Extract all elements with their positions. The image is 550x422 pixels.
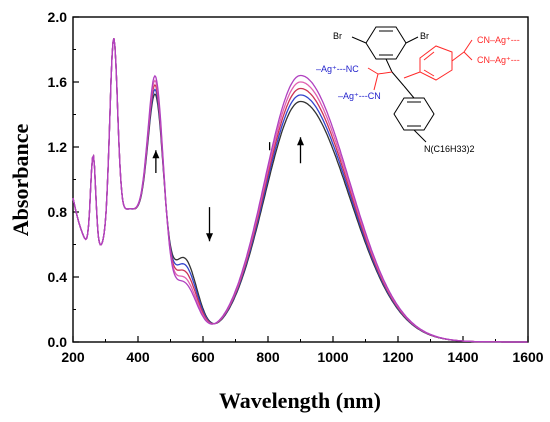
x-tick-label: 1600 xyxy=(512,349,543,365)
x-tick-label: 1000 xyxy=(317,349,348,365)
y-tick-label: 2.0 xyxy=(48,9,68,25)
dialkylamine-label: N(C16H33)2 xyxy=(424,144,475,154)
plot-frame xyxy=(72,16,529,343)
spectrum-line xyxy=(72,38,528,343)
annotation-arrow-head xyxy=(297,137,304,146)
x-tick-label: 400 xyxy=(126,349,150,365)
annotation-arrow-head xyxy=(152,150,160,159)
cyano-silver-label: –Ag⁺---NC xyxy=(316,64,359,74)
axis-ticks xyxy=(72,16,529,343)
central-bonds xyxy=(385,58,405,87)
x-tick-label: 800 xyxy=(256,349,280,365)
cyano-silver-label: CN–Ag⁺--- xyxy=(477,55,520,65)
y-tick-label: 0.4 xyxy=(48,269,68,285)
y-tick-labels: 0.0 0.4 0.8 1.2 1.6 2.0 xyxy=(48,9,68,350)
annotation-arrow-head xyxy=(206,233,213,242)
spectra-series xyxy=(72,38,528,343)
aminophenyl-ring xyxy=(393,85,435,143)
x-axis-title: Wavelength (nm) xyxy=(219,388,381,413)
y-tick-label: 1.6 xyxy=(48,74,68,90)
dicyanovinyl-left xyxy=(367,67,393,91)
y-tick-label: 1.2 xyxy=(48,139,68,155)
y-tick-label: 0.8 xyxy=(48,204,68,220)
dibromophenyl-ring xyxy=(351,26,419,60)
bromo-label: Br xyxy=(420,31,429,41)
quinoid-ring xyxy=(403,39,473,81)
cyano-silver-label: CN–Ag⁺--- xyxy=(477,35,520,45)
bromo-label: Br xyxy=(333,31,342,41)
x-tick-label: 1200 xyxy=(382,349,413,365)
x-tick-label: 1400 xyxy=(447,349,478,365)
annotation-arrows xyxy=(152,137,304,242)
y-tick-label: 0.0 xyxy=(48,334,68,350)
x-tick-label: 200 xyxy=(61,349,85,365)
y-axis-title: Absorbance xyxy=(8,124,33,237)
x-tick-labels: 200 400 600 800 1000 1200 1400 1600 xyxy=(61,349,543,365)
x-tick-label: 600 xyxy=(191,349,215,365)
chemical-structure: Br Br CN–Ag⁺--- CN–Ag⁺--- –Ag⁺---NC –Ag⁺… xyxy=(316,26,520,154)
cyano-silver-label: –Ag⁺---CN xyxy=(338,91,381,101)
